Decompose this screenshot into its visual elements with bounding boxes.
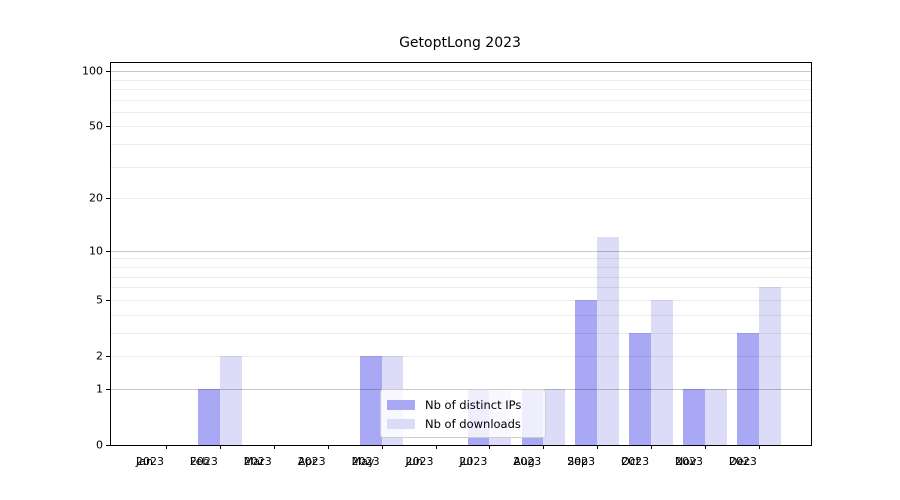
- y-tick-label: 2: [96, 349, 103, 363]
- y-tick-label: 100: [82, 64, 103, 78]
- x-tick-mark: [758, 445, 760, 449]
- gridline-minor: [111, 276, 811, 278]
- bar-downloads-feb: [219, 356, 242, 445]
- bar-downloads-nov: [705, 388, 727, 445]
- bar-distinct-ips-may: [359, 356, 382, 445]
- y-tick-mark: [106, 299, 110, 301]
- y-tick-mark: [106, 198, 110, 200]
- bar-distinct-ips-oct: [629, 332, 652, 445]
- plot-area: Nb of distinct IPs Nb of downloads 0 1 2 5 1…: [82, 62, 812, 468]
- x-tick-mark: [651, 445, 653, 449]
- legend-label-distinct-ips: Nb of distinct IPs: [425, 397, 522, 412]
- gridline-minor: [111, 198, 811, 200]
- gridline-minor: [111, 314, 811, 316]
- y-tick-label: 1: [96, 382, 103, 396]
- gridline-minor: [111, 258, 811, 260]
- y-tick-mark: [106, 250, 110, 252]
- gridline-minor: [111, 299, 811, 301]
- x-tick-mark: [705, 445, 706, 449]
- y-tick-mark: [106, 445, 110, 446]
- gridline-minor: [111, 99, 811, 101]
- x-tick-mark: [489, 445, 491, 449]
- y-tick-label: 5: [96, 293, 103, 307]
- gridline-minor: [111, 266, 811, 268]
- bar-distinct-ips-sep: [575, 299, 598, 445]
- legend-swatch-distinct-ips-icon: [387, 399, 415, 410]
- x-tick-mark: [219, 445, 221, 449]
- x-tick-mark: [327, 445, 329, 449]
- bar-downloads-oct: [651, 299, 673, 445]
- bar-downloads-aug: [543, 388, 566, 445]
- x-tick-mark: [166, 445, 167, 449]
- x-tick-mark: [381, 445, 383, 449]
- legend-item-distinct-ips: Nb of distinct IPs: [387, 397, 537, 412]
- bar-distinct-ips-nov: [683, 388, 705, 445]
- gridline-minor: [111, 356, 811, 357]
- y-tick-mark: [106, 71, 110, 72]
- bar-distinct-ips-feb: [198, 388, 220, 445]
- legend: Nb of distinct IPs Nb of downloads: [380, 389, 546, 438]
- gridline-minor: [111, 88, 811, 90]
- x-tick-mark: [543, 445, 545, 449]
- gridline-major: [111, 250, 811, 252]
- gridline-minor: [111, 144, 811, 146]
- gridline-minor: [111, 166, 811, 168]
- y-tick-label: 20: [89, 191, 103, 205]
- legend-label-downloads: Nb of downloads: [425, 416, 521, 431]
- y-tick-label: 0: [96, 438, 103, 452]
- y-tick-label: 10: [89, 244, 103, 258]
- y-tick-mark: [106, 388, 110, 390]
- x-tick-mark: [273, 445, 275, 449]
- bar-downloads-dec: [758, 287, 781, 445]
- y-tick-label: 50: [89, 119, 103, 133]
- gridline-minor: [111, 126, 811, 128]
- y-tick-mark: [106, 126, 110, 128]
- gridline-minor: [111, 287, 811, 289]
- bar-downloads-sep: [597, 237, 619, 445]
- legend-item-downloads: Nb of downloads: [387, 416, 537, 431]
- y-tick-mark: [106, 356, 110, 357]
- gridline-minor: [111, 332, 811, 334]
- chart-title: GetoptLong 2023: [399, 35, 521, 51]
- x-tick-mark: [435, 445, 437, 449]
- gridline-minor: [111, 79, 811, 81]
- gridline-major: [111, 71, 811, 72]
- gridline-minor: [111, 111, 811, 113]
- bar-distinct-ips-dec: [737, 332, 759, 445]
- x-tick-mark: [597, 445, 599, 449]
- legend-swatch-downloads-icon: [387, 418, 415, 429]
